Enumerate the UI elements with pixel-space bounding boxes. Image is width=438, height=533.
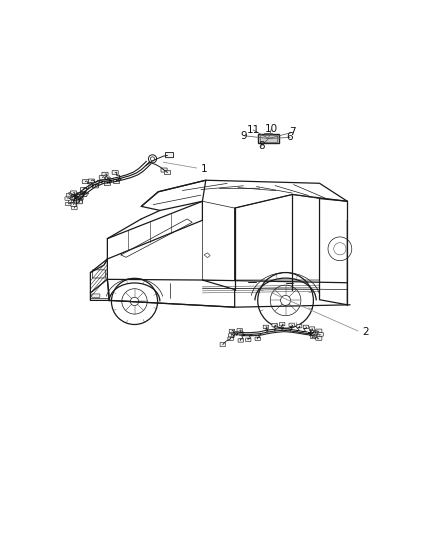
FancyBboxPatch shape <box>92 294 100 297</box>
FancyBboxPatch shape <box>311 335 316 339</box>
FancyBboxPatch shape <box>289 323 294 327</box>
FancyBboxPatch shape <box>65 197 71 200</box>
Text: 7: 7 <box>289 127 296 138</box>
FancyBboxPatch shape <box>92 270 105 278</box>
FancyBboxPatch shape <box>102 172 108 176</box>
FancyBboxPatch shape <box>77 192 83 196</box>
FancyBboxPatch shape <box>71 191 77 195</box>
FancyBboxPatch shape <box>164 171 170 174</box>
FancyBboxPatch shape <box>309 327 315 330</box>
Text: 6: 6 <box>287 133 293 142</box>
FancyBboxPatch shape <box>82 180 88 183</box>
Text: 9: 9 <box>241 131 247 141</box>
Text: 8: 8 <box>258 141 265 151</box>
Text: 10: 10 <box>265 124 278 134</box>
FancyBboxPatch shape <box>66 193 72 197</box>
FancyBboxPatch shape <box>238 339 244 342</box>
FancyBboxPatch shape <box>303 325 309 328</box>
FancyBboxPatch shape <box>255 337 261 341</box>
FancyBboxPatch shape <box>69 192 75 196</box>
FancyBboxPatch shape <box>316 336 322 340</box>
FancyBboxPatch shape <box>228 337 233 341</box>
FancyBboxPatch shape <box>113 180 120 183</box>
Polygon shape <box>204 253 210 257</box>
FancyBboxPatch shape <box>76 200 82 204</box>
FancyBboxPatch shape <box>246 338 251 342</box>
FancyBboxPatch shape <box>104 182 110 185</box>
FancyBboxPatch shape <box>112 171 118 174</box>
FancyBboxPatch shape <box>312 333 317 336</box>
FancyBboxPatch shape <box>166 152 173 158</box>
FancyBboxPatch shape <box>263 325 268 328</box>
FancyBboxPatch shape <box>311 330 316 334</box>
FancyBboxPatch shape <box>81 188 87 191</box>
FancyBboxPatch shape <box>220 343 226 346</box>
FancyBboxPatch shape <box>260 135 277 142</box>
FancyBboxPatch shape <box>88 179 95 183</box>
FancyBboxPatch shape <box>71 203 76 206</box>
FancyBboxPatch shape <box>279 322 285 326</box>
FancyBboxPatch shape <box>99 176 105 180</box>
FancyBboxPatch shape <box>72 193 78 197</box>
Text: 2: 2 <box>362 327 369 337</box>
FancyBboxPatch shape <box>92 184 99 188</box>
FancyBboxPatch shape <box>161 168 167 172</box>
FancyBboxPatch shape <box>69 195 75 199</box>
FancyBboxPatch shape <box>258 134 279 143</box>
Text: 1: 1 <box>201 164 207 174</box>
FancyBboxPatch shape <box>66 203 71 206</box>
FancyBboxPatch shape <box>69 199 75 203</box>
FancyBboxPatch shape <box>71 200 77 204</box>
Text: 11: 11 <box>247 125 260 135</box>
FancyBboxPatch shape <box>317 333 323 336</box>
FancyBboxPatch shape <box>272 324 277 327</box>
FancyBboxPatch shape <box>297 325 302 328</box>
FancyBboxPatch shape <box>237 328 243 332</box>
FancyBboxPatch shape <box>229 334 234 337</box>
FancyBboxPatch shape <box>72 206 77 210</box>
FancyBboxPatch shape <box>76 199 82 203</box>
FancyBboxPatch shape <box>316 329 322 333</box>
FancyBboxPatch shape <box>229 329 235 333</box>
